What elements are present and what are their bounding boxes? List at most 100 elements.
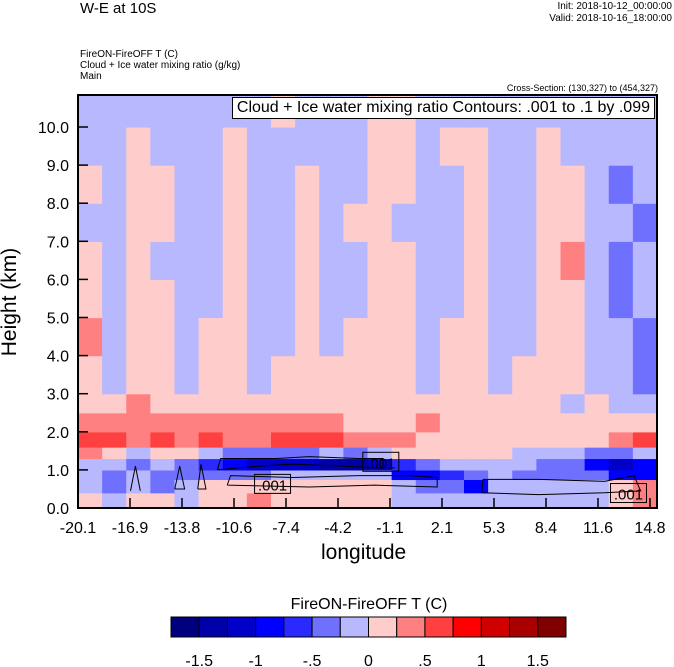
heatmap-cell [150,95,176,128]
y-tick-label: 5.0 [47,311,69,328]
heatmap-cell [512,492,537,509]
heatmap-cell [536,431,562,448]
heatmap-cell [584,492,610,509]
heatmap-cell [608,165,634,204]
heatmap-cell [560,479,586,494]
heatmap-cell [632,431,658,448]
heatmap-cell [512,469,537,481]
heatmap-cell [319,412,344,433]
contour-label: .001 [614,487,643,504]
heatmap-cell [415,127,441,166]
heatmap-cell [536,479,562,494]
heatmap-cell [343,203,369,242]
heatmap-cell [174,165,200,204]
heatmap-cell [391,241,417,281]
heatmap-cell [415,355,441,395]
heatmap-cell [608,241,634,281]
heatmap-cell [174,355,200,395]
heatmap-cell [464,355,489,395]
colorbar-swatch [170,616,200,638]
heatmap-cell [198,458,224,471]
heatmap-cell [632,355,658,395]
heatmap-cell [102,95,127,128]
y-tick-label: 6.0 [47,272,69,289]
heatmap-cell [439,458,465,471]
heatmap-cell [343,458,369,471]
heatmap-cell [488,469,513,481]
valid-time: Valid: 2018-10-16_18:00:00 [549,13,672,24]
heatmap-cell [632,412,658,433]
heatmap-cell [150,447,176,460]
heatmap-cell [102,317,127,357]
contour-line [216,456,384,471]
heatmap-cell [439,203,465,242]
heatmap-cell [246,203,272,242]
heatmap-cell [415,412,441,433]
heatmap-cell [584,431,610,448]
heatmap-cell [198,447,224,460]
heatmap-cell [584,165,610,204]
heatmap-cell [246,317,272,357]
heatmap-cell [222,492,248,509]
heatmap-cell [319,355,344,395]
heatmap-cell [102,241,127,281]
heatmap-cell [271,317,296,357]
heatmap-cell [222,447,248,460]
heatmap-cell [560,241,586,281]
heatmap-cell [174,479,200,494]
heatmap-cells [78,95,658,509]
heatmap-cell [102,412,127,433]
heatmap-cell [584,317,610,357]
heatmap-cell [222,317,248,357]
heatmap-cell [198,95,224,128]
heatmap-cell [415,279,441,319]
heatmap-cell [464,479,489,494]
contour-line [174,465,186,490]
heatmap-cell [246,241,272,281]
heatmap-cell [415,492,441,509]
heatmap-cell [222,203,248,242]
heatmap-cell [584,203,610,242]
x-tick-label: 5.3 [483,520,505,537]
heatmap-cell [271,492,296,509]
heatmap-cell [415,458,441,471]
heatmap-cell [78,127,103,166]
heatmap-cell [512,317,537,357]
heatmap-cell [126,127,151,166]
heatmap-cell [560,469,586,481]
heatmap-cell [560,458,586,471]
contour-label-box [362,451,400,472]
heatmap-cell [343,469,369,481]
heatmap-cell [439,469,465,481]
heatmap-cell [150,469,176,481]
heatmap-cell [150,127,176,166]
heatmap-cell [150,492,176,509]
heatmap-cell [584,355,610,395]
heatmap-cell [319,127,344,166]
x-tick-label: -20.1 [60,520,97,537]
heatmap-cell [343,317,369,357]
heatmap-cell [560,412,586,433]
heatmap-cell [271,279,296,319]
heatmap-cell [246,479,272,494]
heatmap-cell [102,203,127,242]
heatmap-cell [222,393,248,414]
heatmap-cell [102,431,127,448]
x-axis-label: longitude [321,541,407,564]
contour-line [129,465,141,491]
heatmap-cell [78,203,103,242]
x-tick-label: -7.4 [272,520,300,537]
init-time: Init: 2018-10-12_00:00:00 [557,1,672,12]
colorbar-swatch [480,616,511,638]
heatmap-cell [488,279,513,319]
heatmap-cell [198,279,224,319]
heatmap-cell [415,393,441,414]
heatmap-cell [174,393,200,414]
heatmap-cell [439,355,465,395]
contour-lines [129,456,642,496]
heatmap-cell [271,165,296,204]
heatmap-cell [584,458,610,471]
heatmap-cell [439,317,465,357]
heatmap-cell [271,469,296,481]
